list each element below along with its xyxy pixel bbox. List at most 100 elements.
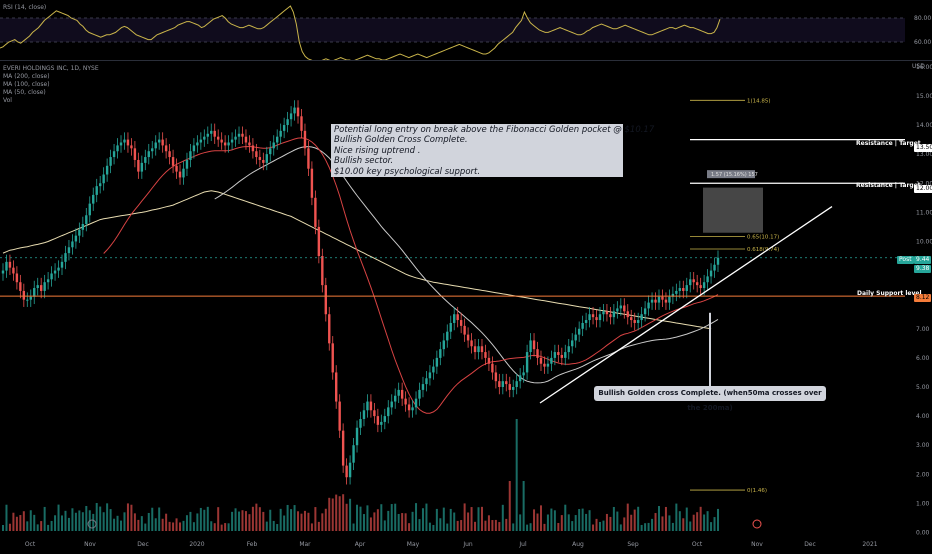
candle-body: [616, 308, 619, 312]
candle-body: [480, 346, 484, 353]
candle-body: [81, 224, 85, 230]
candle-body: [446, 331, 449, 341]
candle-body: [12, 267, 15, 274]
volume-bar: [168, 521, 171, 531]
volume-bar: [581, 508, 584, 531]
last-price-tag: 9.44: [914, 256, 932, 264]
candle-body: [709, 270, 713, 277]
candle-body: [140, 162, 144, 172]
candle-body: [602, 311, 605, 315]
volume-bar: [376, 509, 379, 531]
candle-body: [515, 381, 518, 387]
volume-bar: [213, 523, 216, 531]
x-tick-label: Aug: [572, 541, 584, 548]
volume-bar: [415, 503, 418, 531]
earnings-marker-icon: [752, 519, 762, 529]
volume-bar: [147, 512, 150, 531]
volume-bar: [484, 520, 487, 531]
candle-body: [397, 389, 400, 396]
pane-separator[interactable]: [0, 60, 932, 61]
candle-body: [383, 416, 386, 422]
volume-bar: [401, 513, 404, 531]
candle-body: [591, 314, 595, 318]
y-tick-label: 3.00: [916, 442, 930, 449]
note-line: Nice rising uptrend .: [334, 145, 421, 156]
candle-body: [223, 142, 227, 146]
candle-body: [36, 285, 39, 289]
projection-box: [703, 187, 763, 233]
analysis-note[interactable]: Potential long entry on break above the …: [331, 124, 654, 177]
volume-bar: [265, 521, 268, 531]
volume-bar: [453, 512, 456, 531]
volume-bar: [22, 511, 25, 531]
candle-body: [505, 381, 508, 385]
volume-bar: [713, 517, 716, 531]
price-pane[interactable]: 0.001.002.003.004.005.006.007.008.009.00…: [0, 61, 932, 550]
candle-body: [8, 261, 12, 268]
candle-body: [633, 320, 636, 323]
candle-body: [182, 168, 185, 178]
candle-body: [574, 334, 577, 341]
candle-body: [60, 261, 64, 268]
volume-bar: [435, 508, 438, 531]
candle-body: [376, 416, 380, 425]
candle-body: [19, 282, 22, 291]
volume-bar: [602, 520, 605, 531]
volume-bar: [182, 520, 185, 531]
candle-body: [501, 381, 505, 387]
x-tick-label: Nov: [751, 541, 763, 548]
candle-body: [147, 151, 150, 158]
x-tick-label: Jul: [518, 541, 527, 548]
candle-body: [394, 395, 397, 402]
candle-body: [529, 340, 532, 353]
candle-body: [366, 401, 369, 411]
volume-bar: [300, 513, 303, 531]
volume-bar: [546, 514, 549, 531]
volume-bar: [512, 523, 515, 531]
candle-body: [595, 317, 598, 321]
x-tick-label: Oct: [25, 541, 36, 548]
volume-bar: [553, 510, 556, 531]
volume-bar: [238, 511, 241, 531]
y-tick-label: 11.00: [916, 209, 932, 216]
y-tick-label: 0.00: [916, 530, 930, 537]
volume-bar: [293, 505, 296, 531]
volume-bar: [387, 510, 390, 531]
candle-body: [571, 340, 574, 347]
volume-bar: [33, 514, 36, 531]
volume-bar: [491, 520, 494, 531]
candle-body: [105, 165, 109, 175]
volume-bar: [189, 511, 192, 531]
candle-body: [116, 145, 119, 152]
candle-body: [98, 183, 102, 187]
candle-body: [702, 282, 706, 289]
volume-bar: [92, 513, 95, 531]
volume-bar: [338, 496, 341, 531]
golden-cross-callout[interactable]: Bullish Golden cross Complete. (when50ma…: [594, 386, 826, 412]
candle-body: [338, 401, 341, 431]
candle-body: [210, 130, 213, 134]
candle-body: [1, 270, 5, 274]
candle-body: [341, 430, 345, 466]
candle-body: [362, 410, 366, 420]
candle-body: [286, 119, 289, 126]
volume-bar: [64, 510, 67, 531]
volume-bar: [637, 506, 640, 531]
volume-bar: [203, 509, 206, 531]
post-badge: Post: [897, 256, 914, 264]
candle-body: [713, 264, 716, 271]
candle-body: [314, 197, 317, 227]
volume-bar: [227, 523, 230, 531]
y-tick-label: 2.00: [916, 471, 930, 478]
volume-bar: [397, 513, 400, 531]
candle-body: [636, 320, 640, 323]
volume-bar: [678, 511, 681, 531]
volume-bar: [345, 503, 348, 531]
volume-bar: [2, 525, 4, 531]
candle-body: [640, 314, 643, 321]
candle-body: [168, 151, 171, 158]
rsi-pane[interactable]: 80.00 60.00 RSI (14, close): [0, 0, 932, 63]
price-tag-support: 8.12: [914, 294, 932, 302]
post-price-tag: 9.38: [914, 265, 932, 273]
candle-body: [647, 302, 650, 309]
